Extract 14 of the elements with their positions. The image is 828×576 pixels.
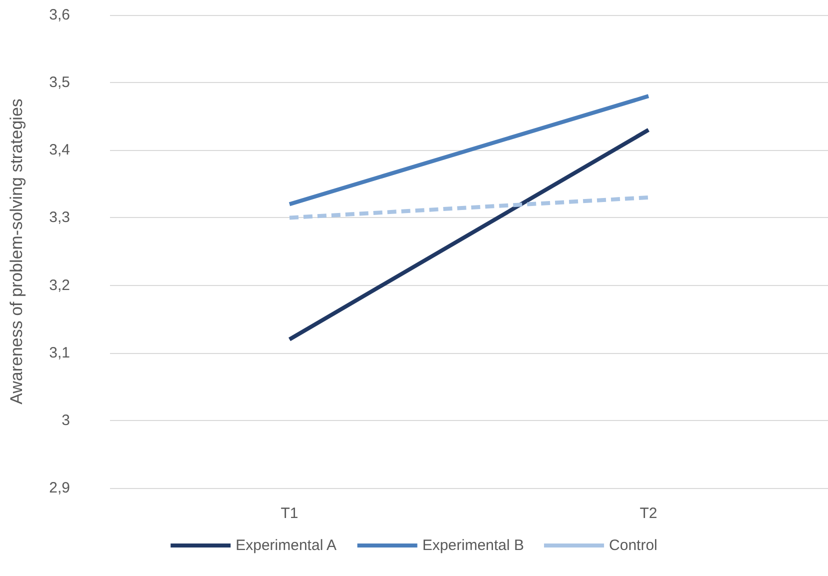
x-tick-label: T1 [280,505,298,522]
legend-label: Experimental A [236,537,336,554]
y-tick-label: 3,3 [49,209,70,226]
legend-label: Experimental B [422,537,524,554]
y-tick-label: 3,2 [49,276,70,294]
y-tick-label: 3,1 [49,344,70,362]
y-tick-label: 3,5 [49,74,70,92]
y-tick-label: 3,4 [49,142,70,159]
y-tick-label: 3,6 [49,6,70,24]
y-tick-label: 3 [62,412,70,429]
x-tick-label: T2 [640,505,658,522]
y-axis-title: Awareness of problem-solving strategies [7,98,26,404]
y-tick-label: 2,9 [49,480,70,496]
legend-label: Control [609,537,658,554]
